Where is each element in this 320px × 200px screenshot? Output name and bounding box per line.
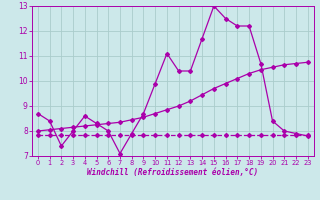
X-axis label: Windchill (Refroidissement éolien,°C): Windchill (Refroidissement éolien,°C) xyxy=(87,168,258,177)
